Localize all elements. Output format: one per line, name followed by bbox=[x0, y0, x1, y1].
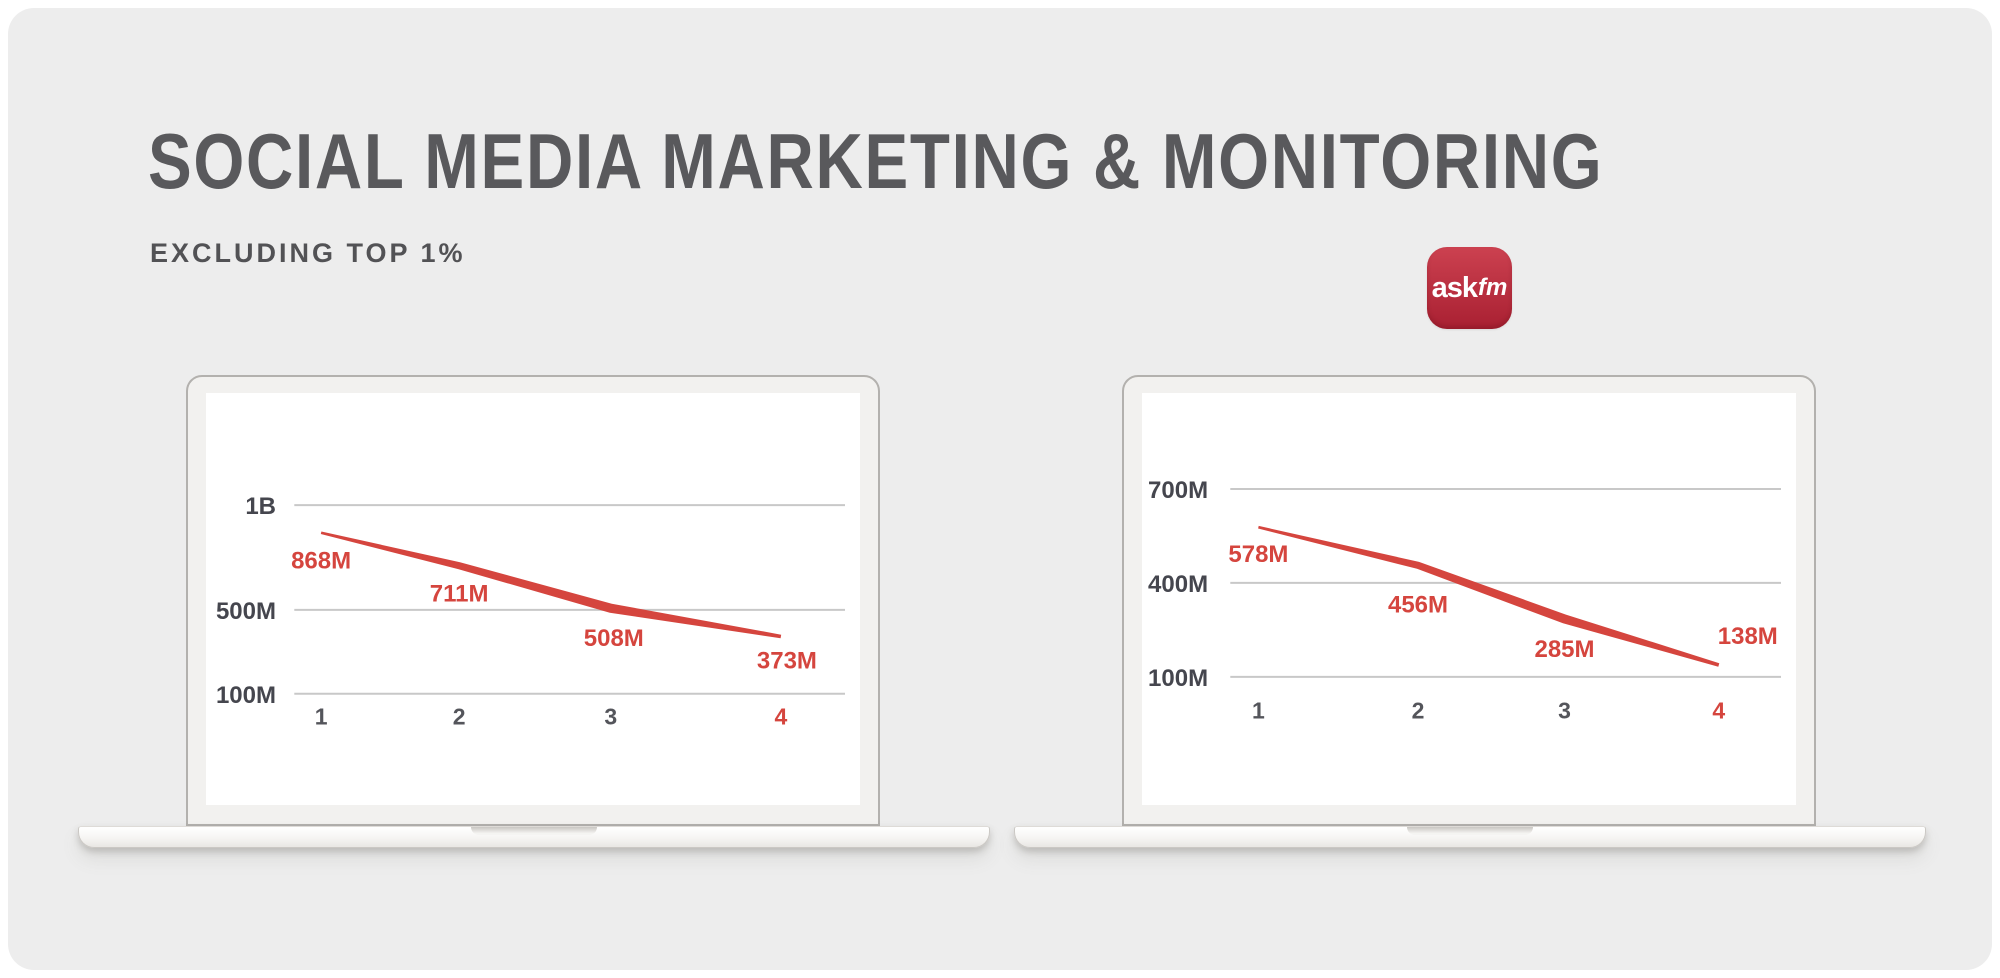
trend-line bbox=[320, 531, 782, 639]
y-tick-label: 500M bbox=[216, 598, 276, 625]
laptop-screen: 700M 400M 100M 1 2 3 4 578M 456M 285M 138M bbox=[1122, 375, 1816, 826]
x-tick-label: 3 bbox=[1558, 698, 1571, 724]
value-label: 508M bbox=[584, 625, 644, 652]
x-tick-label: 1 bbox=[315, 704, 328, 730]
y-tick-label: 1B bbox=[245, 493, 276, 520]
chart-canvas-right: 700M 400M 100M 1 2 3 4 578M 456M 285M 138M bbox=[1142, 393, 1796, 805]
x-tick-label: 2 bbox=[453, 704, 466, 730]
x-tick-label: 2 bbox=[1412, 698, 1425, 724]
x-tick-label: 4 bbox=[1712, 698, 1725, 724]
value-label: 578M bbox=[1228, 541, 1288, 568]
askfm-logo-icon: ask fm bbox=[1427, 247, 1512, 329]
value-label: 138M bbox=[1718, 623, 1778, 650]
laptop-mockup-left: 1B 500M 100M 1 2 3 4 868M 711M 508M 373M bbox=[78, 375, 990, 855]
page-subtitle: EXCLUDING TOP 1% bbox=[150, 238, 466, 268]
value-label: 868M bbox=[291, 548, 351, 575]
laptop-screen: 1B 500M 100M 1 2 3 4 868M 711M 508M 373M bbox=[186, 375, 880, 826]
y-tick-label: 700M bbox=[1148, 477, 1208, 504]
value-label: 285M bbox=[1534, 636, 1594, 663]
y-tick-label: 100M bbox=[216, 682, 276, 709]
line-chart: 700M 400M 100M 1 2 3 4 578M 456M 285M 138M bbox=[1148, 477, 1781, 724]
laptop-hinge-notch-icon bbox=[471, 827, 597, 835]
value-label: 456M bbox=[1388, 591, 1448, 618]
chart-canvas-left: 1B 500M 100M 1 2 3 4 868M 711M 508M 373M bbox=[206, 393, 860, 805]
x-tick-label: 1 bbox=[1252, 698, 1265, 724]
y-tick-label: 400M bbox=[1148, 571, 1208, 598]
trend-line bbox=[1258, 525, 1720, 667]
page-title: SOCIAL MEDIA MARKETING & MONITORING bbox=[148, 117, 1604, 205]
laptop-hinge-notch-icon bbox=[1407, 827, 1533, 835]
x-tick-label: 4 bbox=[775, 704, 788, 730]
logo-text-ask: ask bbox=[1431, 271, 1478, 304]
value-label: 711M bbox=[430, 581, 489, 608]
y-tick-label: 100M bbox=[1148, 665, 1208, 692]
x-tick-label: 3 bbox=[604, 704, 617, 730]
value-label: 373M bbox=[757, 648, 817, 675]
line-chart: 1B 500M 100M 1 2 3 4 868M 711M 508M 373M bbox=[216, 493, 845, 730]
laptop-mockup-right: 700M 400M 100M 1 2 3 4 578M 456M 285M 138M bbox=[1014, 375, 1926, 855]
logo-text-fm: fm bbox=[1478, 274, 1508, 301]
